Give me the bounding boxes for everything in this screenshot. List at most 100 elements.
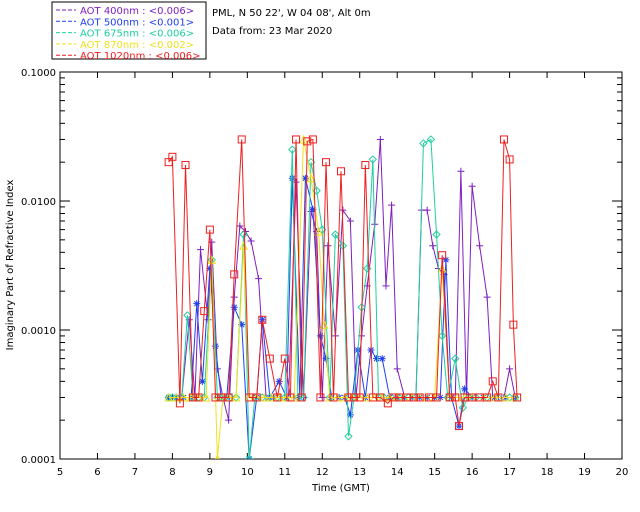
data-point	[231, 392, 241, 402]
data-point	[309, 205, 317, 213]
data-point	[499, 135, 508, 144]
data-point	[410, 393, 419, 402]
data-point	[361, 161, 370, 170]
data-point	[200, 307, 209, 316]
data-point	[437, 263, 447, 273]
y-tick-label: 0.0010	[21, 326, 56, 337]
data-point	[230, 303, 238, 311]
data-point	[322, 158, 331, 167]
data-point	[346, 217, 354, 225]
data-point	[331, 230, 340, 239]
data-point	[301, 174, 309, 182]
x-tick-label: 11	[278, 467, 291, 478]
series-line	[168, 138, 518, 427]
data-point	[225, 416, 233, 424]
data-point	[314, 226, 323, 236]
data-point	[197, 246, 204, 254]
data-point	[308, 135, 317, 144]
x-tick-label: 9	[207, 467, 213, 478]
data-point	[338, 241, 348, 250]
data-point	[292, 135, 301, 144]
x-tick-label: 14	[391, 467, 404, 478]
x-tick-label: 20	[616, 467, 629, 478]
series-4	[164, 135, 522, 431]
x-tick-label: 18	[541, 467, 554, 478]
data-point	[273, 393, 282, 402]
data-point	[376, 135, 384, 143]
data-point	[288, 145, 297, 154]
data-point	[292, 178, 300, 186]
x-tick-label: 10	[241, 467, 254, 478]
series-0	[165, 135, 519, 424]
y-tick-label: 0.0001	[21, 455, 56, 466]
data-point	[236, 222, 244, 230]
data-point	[211, 393, 220, 402]
data-point	[506, 365, 514, 373]
series-line	[168, 139, 516, 421]
data-point	[164, 392, 173, 402]
data-point	[438, 251, 447, 260]
data-point	[468, 182, 476, 190]
data-point	[501, 392, 511, 402]
data-point	[426, 135, 436, 144]
data-point	[388, 201, 396, 209]
data-point	[457, 167, 465, 175]
data-point	[458, 403, 467, 412]
data-point	[230, 270, 239, 279]
date-info: Data from: 23 Mar 2020	[212, 26, 332, 37]
data-point	[275, 377, 283, 385]
data-point	[455, 422, 464, 431]
data-point	[288, 174, 296, 182]
data-point	[258, 315, 267, 324]
x-tick-label: 8	[169, 467, 175, 478]
data-point	[376, 393, 385, 402]
data-point	[389, 393, 398, 402]
y-axis-label: Imaginary Part of Refractive Index	[5, 180, 16, 351]
data-point	[429, 242, 437, 250]
data-point	[451, 393, 460, 402]
x-tick-label: 13	[353, 467, 366, 478]
data-point	[344, 393, 353, 402]
data-point	[265, 354, 274, 363]
data-point	[175, 399, 184, 408]
data-point	[168, 152, 177, 161]
data-point	[488, 377, 497, 386]
data-point	[303, 137, 312, 146]
data-point	[461, 385, 469, 393]
data-point	[329, 393, 338, 402]
data-point	[432, 230, 441, 239]
data-point	[513, 393, 522, 402]
data-point	[255, 275, 263, 283]
data-point	[316, 332, 324, 340]
data-point	[494, 393, 503, 402]
x-tick-label: 5	[57, 467, 63, 478]
data-point	[286, 393, 295, 402]
data-point	[239, 230, 248, 239]
data-point	[198, 377, 206, 385]
x-axis-label: Time (GMT)	[311, 483, 370, 494]
site-info: PML, N 50 22', W 04 08', Alt 0m	[212, 8, 371, 19]
data-point	[189, 393, 198, 402]
data-point	[247, 237, 255, 245]
data-point	[337, 167, 345, 176]
data-point	[339, 206, 347, 214]
data-point	[193, 300, 201, 308]
x-tick-label: 16	[466, 467, 479, 478]
plot-frame	[59, 71, 623, 460]
data-point	[280, 354, 289, 363]
x-tick-label: 6	[94, 467, 100, 478]
data-point	[194, 393, 203, 402]
data-point	[239, 241, 248, 250]
data-point	[318, 393, 326, 401]
legend-label: AOT 1020nm : <0.006>	[80, 51, 200, 62]
data-point	[324, 242, 332, 250]
data-point	[206, 264, 214, 272]
data-point	[297, 393, 306, 402]
data-point	[322, 355, 330, 363]
data-point	[378, 355, 386, 363]
data-point	[355, 393, 364, 402]
data-point	[181, 161, 190, 170]
data-point	[419, 139, 428, 148]
legend-label: AOT 500nm : <0.001>	[80, 17, 194, 28]
